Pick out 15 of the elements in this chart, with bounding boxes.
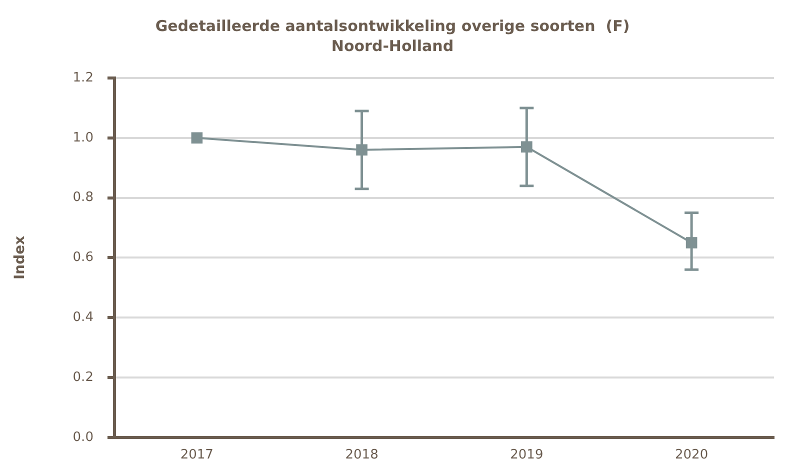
point [191,132,203,144]
y-tick-label: 0.0 [72,430,94,445]
y-tick-label: 1.0 [72,130,94,146]
chart-title: Gedetailleerde aantalsontwikkeling overige soorten (F) [155,16,630,35]
y-tick-label: 0.6 [72,250,94,266]
y-tick-label: 0.2 [72,370,94,385]
y-tick-label: 0.8 [72,190,94,206]
y-axis-title: Index [12,236,28,280]
x-tick-label: 2019 [510,448,544,463]
y-tick-label: 1.2 [72,70,94,86]
x-tick-label: 2017 [180,448,214,463]
y-tick-label: 0.4 [72,310,94,325]
chart-subtitle: Noord-Holland [331,36,454,55]
x-tick-label: 2018 [345,448,378,463]
x-tick-label: 2020 [675,448,708,463]
